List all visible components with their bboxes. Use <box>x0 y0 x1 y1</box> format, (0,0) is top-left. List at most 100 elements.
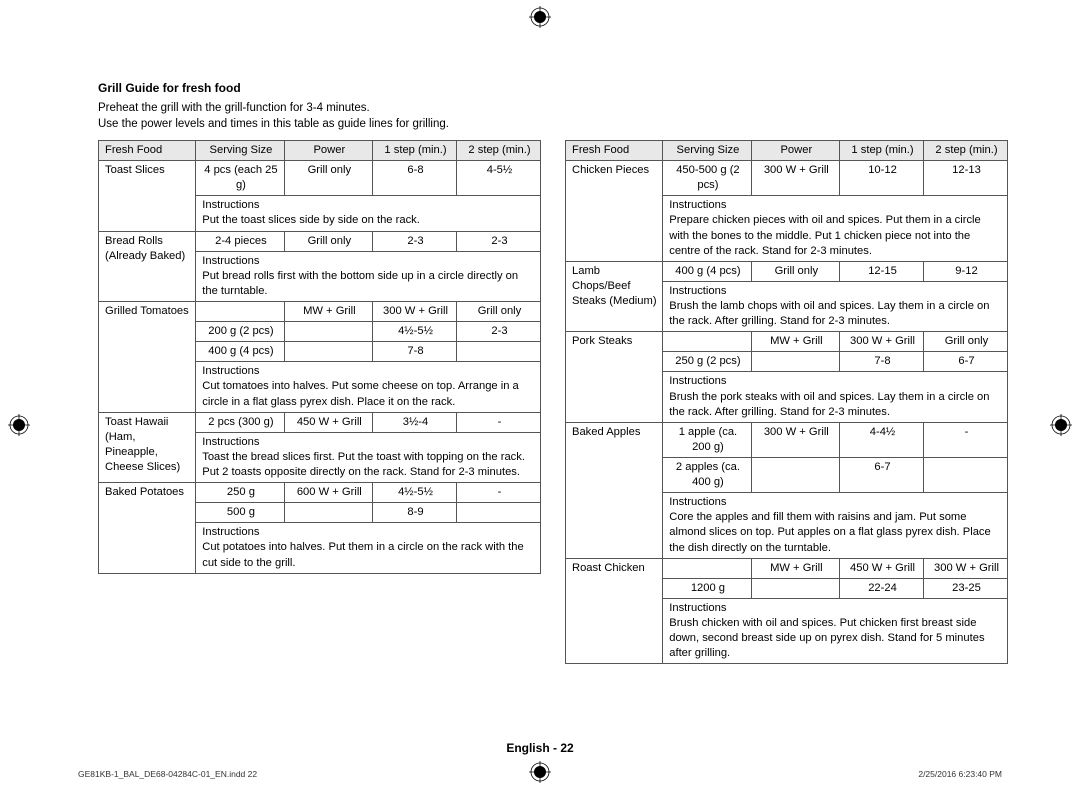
cell: 4 pcs (each 25 g) <box>196 161 284 196</box>
instructions-cell: Instructions Brush chicken with oil and … <box>663 598 1008 663</box>
cell <box>751 578 839 598</box>
instr-label: Instructions <box>669 285 726 297</box>
instr-text: Put bread rolls first with the bottom si… <box>202 270 518 297</box>
cell: 250 g (2 pcs) <box>663 352 751 372</box>
cell: 4½-5½ <box>373 322 457 342</box>
cell: 2-4 pieces <box>196 231 284 251</box>
cell <box>456 503 540 523</box>
cell: 450 W + Grill <box>840 558 924 578</box>
cell: 450-500 g (2 pcs) <box>663 161 751 196</box>
cell: - <box>456 412 540 432</box>
instr-label: Instructions <box>669 602 726 614</box>
cell: 6-7 <box>840 458 924 493</box>
instructions-cell: Instructions Put the toast slices side b… <box>196 196 541 231</box>
col-power: Power <box>284 141 372 161</box>
cell: 200 g (2 pcs) <box>196 322 284 342</box>
table-row: Chicken Pieces 450-500 g (2 pcs) 300 W +… <box>566 161 1008 196</box>
cell: Grill only <box>284 161 372 196</box>
cell: 7-8 <box>373 342 457 362</box>
cell: Grill only <box>456 302 540 322</box>
grill-table-right: Fresh Food Serving Size Power 1 step (mi… <box>565 140 1008 664</box>
col-size: Serving Size <box>663 141 751 161</box>
cell <box>284 342 372 362</box>
cell: 22-24 <box>840 578 924 598</box>
col-food: Fresh Food <box>99 141 196 161</box>
cell <box>456 342 540 362</box>
cell: - <box>456 483 540 503</box>
table-row: Toast Hawaii (Ham, Pineapple, Cheese Sli… <box>99 412 541 432</box>
cell: 3½-4 <box>373 412 457 432</box>
cell <box>923 458 1007 493</box>
food-name: Baked Apples <box>566 422 663 558</box>
cell: 250 g <box>196 483 284 503</box>
registration-mark-icon <box>1050 414 1072 436</box>
food-name: Toast Hawaii (Ham, Pineapple, Cheese Sli… <box>99 412 196 482</box>
instr-text: Put the toast slices side by side on the… <box>202 214 420 226</box>
cell <box>663 558 751 578</box>
food-name: Pork Steaks <box>566 332 663 423</box>
food-name: Lamb Chops/Beef Steaks (Medium) <box>566 261 663 331</box>
cell: MW + Grill <box>751 332 839 352</box>
table-row: Grilled Tomatoes MW + Grill 300 W + Gril… <box>99 302 541 322</box>
food-name: Bread Rolls (Already Baked) <box>99 231 196 301</box>
instr-text: Brush chicken with oil and spices. Put c… <box>669 617 984 659</box>
cell: 2-3 <box>373 231 457 251</box>
registration-mark-icon <box>529 761 551 783</box>
cell: 300 W + Grill <box>373 302 457 322</box>
instr-label: Instructions <box>202 199 259 211</box>
food-name: Roast Chicken <box>566 558 663 664</box>
instructions-cell: Instructions Brush the lamb chops with o… <box>663 281 1008 331</box>
table-row: Pork Steaks MW + Grill 300 W + Grill Gri… <box>566 332 1008 352</box>
table-row: Toast Slices 4 pcs (each 25 g) Grill onl… <box>99 161 541 196</box>
food-name: Toast Slices <box>99 161 196 231</box>
registration-mark-icon <box>529 6 551 28</box>
instr-text: Cut potatoes into halves. Put them in a … <box>202 541 524 568</box>
col-food: Fresh Food <box>566 141 663 161</box>
cell: 2-3 <box>456 322 540 342</box>
cell: 23-25 <box>923 578 1007 598</box>
cell: 300 W + Grill <box>751 161 839 196</box>
cell: 10-12 <box>840 161 924 196</box>
cell: 4-4½ <box>840 422 924 457</box>
col-step2: 2 step (min.) <box>923 141 1007 161</box>
cell: 12-15 <box>840 261 924 281</box>
intro-text: Preheat the grill with the grill-functio… <box>98 101 1008 132</box>
cell: 300 W + Grill <box>751 422 839 457</box>
instructions-cell: Instructions Prepare chicken pieces with… <box>663 196 1008 261</box>
cell <box>751 458 839 493</box>
instr-text: Brush the lamb chops with oil and spices… <box>669 300 989 327</box>
table-header-row: Fresh Food Serving Size Power 1 step (mi… <box>566 141 1008 161</box>
instr-label: Instructions <box>202 255 259 267</box>
cell: 4½-5½ <box>373 483 457 503</box>
cell <box>196 302 284 322</box>
cell: 2-3 <box>456 231 540 251</box>
cell <box>663 332 751 352</box>
col-step1: 1 step (min.) <box>840 141 924 161</box>
instr-label: Instructions <box>202 365 259 377</box>
instr-text: Toast the bread slices first. Put the to… <box>202 451 525 478</box>
intro-line1: Preheat the grill with the grill-functio… <box>98 102 370 114</box>
cell: - <box>923 422 1007 457</box>
food-name: Baked Potatoes <box>99 483 196 574</box>
cell: 12-13 <box>923 161 1007 196</box>
instructions-cell: Instructions Cut tomatoes into halves. P… <box>196 362 541 412</box>
cell: 600 W + Grill <box>284 483 372 503</box>
instructions-cell: Instructions Core the apples and fill th… <box>663 493 1008 558</box>
cell: Grill only <box>284 231 372 251</box>
cell <box>751 352 839 372</box>
table-row: Roast Chicken MW + Grill 450 W + Grill 3… <box>566 558 1008 578</box>
instr-label: Instructions <box>202 526 259 538</box>
cell: 7-8 <box>840 352 924 372</box>
col-power: Power <box>751 141 839 161</box>
instr-label: Instructions <box>669 375 726 387</box>
page-footer: English - 22 <box>0 741 1080 755</box>
cell: Grill only <box>923 332 1007 352</box>
food-name: Chicken Pieces <box>566 161 663 262</box>
cell: 500 g <box>196 503 284 523</box>
table-row: Bread Rolls (Already Baked) 2-4 pieces G… <box>99 231 541 251</box>
instr-text: Brush the pork steaks with oil and spice… <box>669 391 989 418</box>
cell: 8-9 <box>373 503 457 523</box>
cell: 450 W + Grill <box>284 412 372 432</box>
cell: 1 apple (ca. 200 g) <box>663 422 751 457</box>
instr-text: Core the apples and fill them with raisi… <box>669 511 991 553</box>
